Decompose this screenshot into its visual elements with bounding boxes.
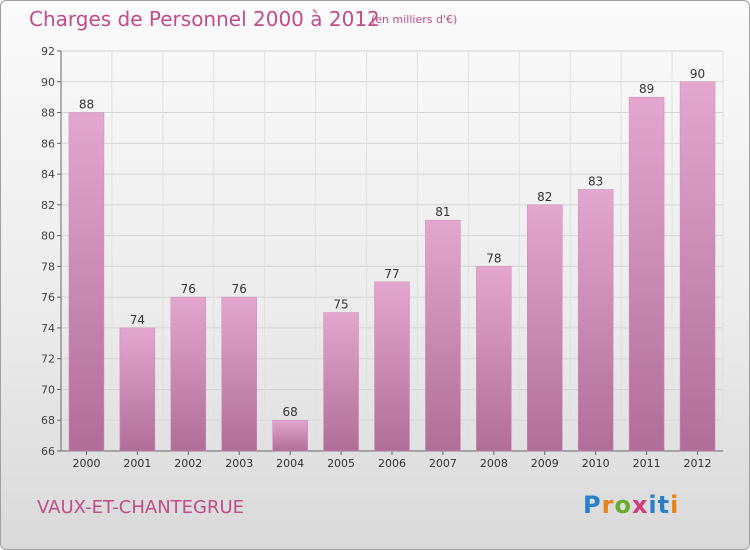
bar-2000	[68, 112, 105, 452]
x-tick-label-2000: 2000	[72, 457, 100, 470]
data-label-2002: 76	[181, 282, 196, 296]
bar-2011	[628, 96, 665, 452]
y-tick-label: 92	[41, 45, 55, 58]
bar-2006	[374, 281, 410, 452]
x-tick-label-2004: 2004	[276, 457, 304, 470]
y-tick-label: 88	[41, 107, 55, 120]
x-tick-label-2012: 2012	[684, 457, 712, 470]
y-tick-label: 76	[41, 291, 55, 304]
bars	[68, 81, 716, 452]
bar-2002	[170, 296, 207, 452]
x-tick-label-2011: 2011	[633, 457, 661, 470]
y-tick-label: 82	[41, 199, 55, 212]
data-label-2000: 88	[79, 98, 94, 112]
bar-2005	[323, 312, 359, 452]
data-label-2001: 74	[130, 313, 145, 327]
data-label-2006: 77	[384, 267, 399, 281]
bar-2004	[272, 419, 308, 452]
data-labels: 88 74 76 76 68 75 77 81 78 82 83 89 90	[79, 67, 705, 419]
data-label-2012: 90	[690, 67, 705, 81]
x-tick-label-2001: 2001	[123, 457, 151, 470]
y-tick-label: 66	[41, 445, 55, 458]
y-tick-label: 78	[41, 260, 55, 273]
bar-2001	[119, 327, 156, 452]
bar-2009	[527, 204, 563, 452]
x-tick-label-2005: 2005	[327, 457, 355, 470]
chart-title: Charges de Personnel 2000 à 2012	[29, 7, 380, 31]
y-tick-label: 74	[41, 322, 55, 335]
y-tick-label: 72	[41, 353, 55, 366]
y-tick-label: 90	[41, 76, 55, 89]
x-tick-label-2006: 2006	[378, 457, 406, 470]
y-tick-label: 80	[41, 230, 55, 243]
bar-2003	[221, 296, 257, 452]
x-tick-label-2002: 2002	[174, 457, 202, 470]
bar-2007	[425, 219, 461, 452]
data-label-2003: 76	[232, 282, 247, 296]
x-tick-label-2008: 2008	[480, 457, 508, 470]
data-label-2007: 81	[435, 205, 450, 219]
data-label-2004: 68	[283, 405, 298, 419]
y-tick-label: 70	[41, 383, 55, 396]
y-tick-label: 68	[41, 414, 55, 427]
data-label-2005: 75	[333, 298, 348, 312]
bar-2010	[577, 189, 614, 452]
y-tick-label: 84	[41, 168, 55, 181]
data-label-2011: 89	[639, 82, 654, 96]
data-label-2009: 82	[537, 190, 552, 204]
proxiti-logo: Proxiti	[583, 491, 680, 519]
city-name: VAUX-ET-CHANTEGRUE	[37, 497, 245, 518]
bar-2008	[476, 266, 512, 452]
chart-unit: (en milliers d'€)	[371, 13, 458, 26]
x-tick-label-2010: 2010	[582, 457, 610, 470]
bar-2012	[679, 81, 716, 452]
x-tick-label-2009: 2009	[531, 457, 559, 470]
x-tick-label-2007: 2007	[429, 457, 457, 470]
data-label-2010: 83	[588, 174, 603, 188]
data-label-2008: 78	[486, 251, 501, 265]
tick-labels: 66 68 70 72 74 76 78 80 82 84 86 88 90 92 2000 2001 2002…	[41, 45, 712, 470]
y-tick-label: 86	[41, 137, 55, 150]
x-tick-label-2003: 2003	[225, 457, 253, 470]
